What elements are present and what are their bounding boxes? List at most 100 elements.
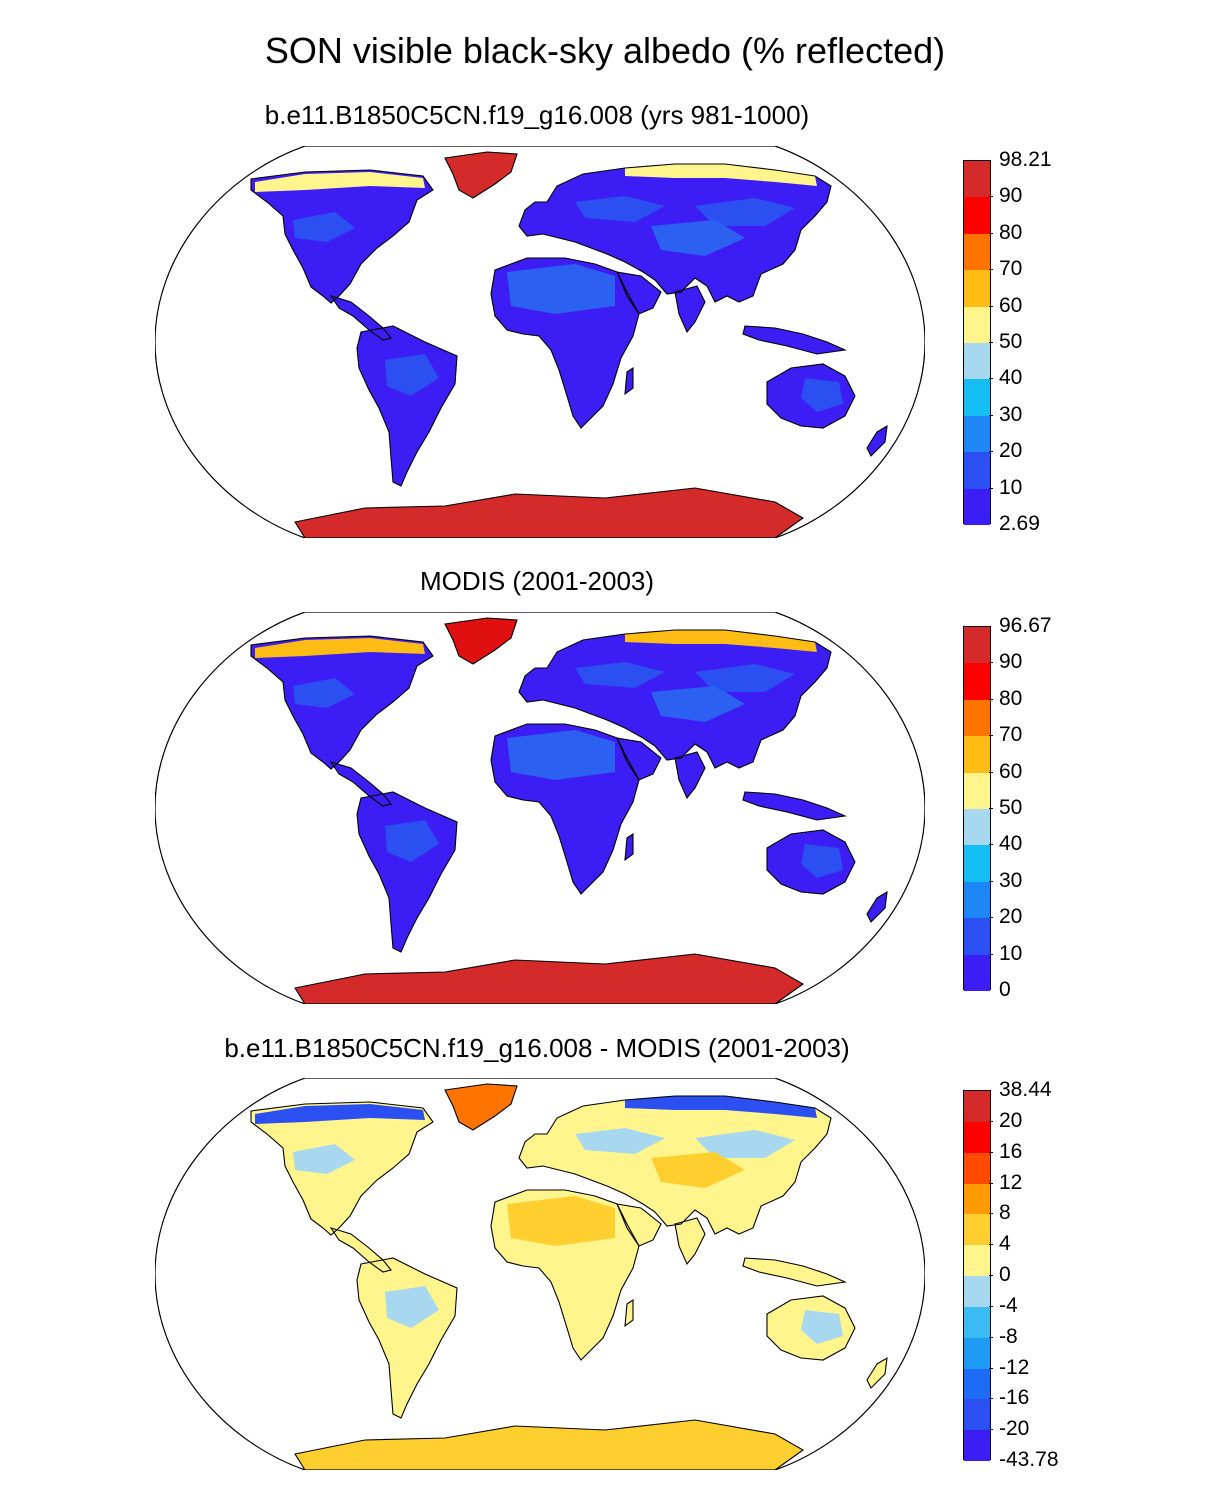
map-border [155, 612, 925, 1004]
landmass-arabia [617, 1204, 661, 1246]
map-border [155, 146, 925, 538]
landmass-india [675, 752, 705, 798]
colorbar-segment [964, 1214, 990, 1246]
landmass-north-america [251, 1102, 433, 1235]
arctic-rim-band [255, 1104, 425, 1124]
colorbar-label: 0 [999, 1263, 1011, 1286]
landmass-north-america [251, 170, 433, 303]
landmass-indonesia [743, 1258, 845, 1286]
colorbar-tick [989, 1367, 993, 1369]
coastline [624, 1298, 634, 1328]
landmass-arabia [617, 738, 661, 780]
panel-2-title: MODIS (2001-2003) [419, 566, 655, 596]
colorbar-label: 60 [999, 293, 1023, 317]
coastline [518, 1095, 832, 1235]
colorbar-tick [989, 844, 993, 846]
colorbar-tick [989, 342, 993, 343]
colorbar-label: 38.44 [999, 1078, 1052, 1101]
landmass-india [675, 1218, 705, 1264]
colorbar-segment [964, 1276, 990, 1308]
map-panel-3 [155, 1078, 925, 1470]
coastline [444, 151, 518, 199]
land-variation-patch [385, 354, 439, 396]
colorbar-box [963, 160, 991, 526]
coastline [250, 1101, 434, 1236]
colorbar-segment [964, 161, 990, 198]
colorbar-tick [989, 735, 993, 737]
land-variation-patch [293, 1144, 355, 1174]
colorbar-segment [964, 1183, 990, 1215]
colorbar-tick [989, 1151, 993, 1153]
colorbar-label: -8 [999, 1324, 1018, 1348]
landmass-greenland [445, 1084, 517, 1130]
coastline [444, 617, 518, 665]
colorbar-segment [964, 306, 990, 344]
colorbar-segment [964, 1245, 990, 1277]
colorbar-label: 60 [999, 759, 1023, 783]
landmass-new-zealand [867, 426, 887, 456]
arctic-rim-band [255, 638, 425, 658]
colorbar-label: 20 [999, 1108, 1023, 1132]
coastline [294, 487, 805, 538]
colorbar-segment [964, 197, 990, 235]
colorbar-segment [964, 845, 990, 883]
land-variation-patch [507, 1196, 615, 1246]
colorbar-segment [964, 1152, 990, 1184]
land-variation-patch [507, 264, 615, 314]
coastline [329, 761, 392, 807]
figure-title: SON visible black-sky albedo (% reflecte… [264, 30, 946, 71]
coastline [616, 1203, 662, 1247]
colorbar-label: 10 [999, 941, 1023, 965]
coastline [674, 1217, 706, 1266]
colorbar-label: -4 [999, 1293, 1018, 1317]
map-land-layer [250, 1083, 888, 1470]
colorbar-segment [964, 918, 990, 956]
colorbar-label: -43.78 [999, 1448, 1059, 1471]
coastline [329, 295, 392, 341]
colorbar-label: 40 [999, 366, 1023, 390]
land-variation-patch [293, 678, 355, 708]
colorbar-label: 40 [999, 832, 1023, 856]
colorbar-tick [989, 662, 993, 664]
colorbar-tick [989, 451, 993, 453]
coastline [674, 285, 706, 334]
colorbar-segment [964, 954, 990, 992]
colorbar-label: -20 [999, 1417, 1030, 1441]
coastline [356, 325, 458, 487]
coastline [742, 791, 847, 821]
coastline [294, 1419, 805, 1470]
colorbar-segment [964, 881, 990, 919]
colorbar-segment [964, 772, 990, 810]
colorbar-segment [964, 1121, 990, 1154]
landmass-greenland [445, 618, 517, 664]
colorbar-segment [964, 452, 990, 490]
coastline [674, 751, 706, 800]
colorbar-segment [964, 1368, 990, 1400]
colorbar-label: 50 [999, 330, 1023, 353]
landmass-arabia [617, 272, 661, 314]
colorbar-label: 8 [999, 1201, 1011, 1225]
land-variation-patch [695, 198, 795, 226]
land-variation-patch [575, 196, 665, 222]
colorbar-label: 2.69 [999, 512, 1040, 535]
colorbar-tick [989, 487, 993, 489]
land-variation-patch [801, 844, 843, 878]
landmass-greenland [445, 152, 517, 198]
colorbar-label: 90 [999, 184, 1023, 208]
colorbar-tick [989, 232, 993, 234]
landmass-india [675, 286, 705, 332]
land-variation-patch [575, 1128, 665, 1154]
colorbar-label: 20 [999, 439, 1023, 463]
coastline [444, 1083, 518, 1131]
colorbar-label: 30 [999, 402, 1023, 426]
colorbar-tick [989, 1336, 993, 1338]
coastline [490, 723, 640, 895]
colorbar-label: 30 [999, 868, 1023, 892]
colorbar-tick [989, 917, 993, 919]
colorbar-label: 70 [999, 257, 1023, 281]
colorbar-segment [964, 627, 990, 664]
coastline [294, 953, 805, 1004]
colorbar-segment [964, 415, 990, 453]
landmass-north-america [251, 636, 433, 769]
map-panel-1 [155, 146, 925, 538]
